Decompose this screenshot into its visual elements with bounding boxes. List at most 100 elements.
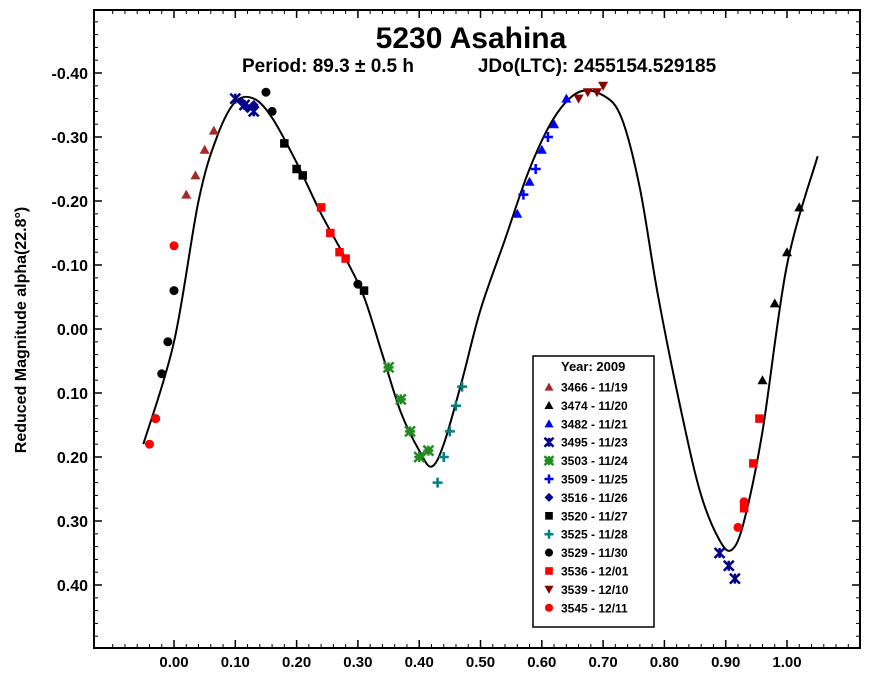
data-point <box>326 228 335 238</box>
data-point <box>341 254 350 263</box>
legend-title: Year: 2009 <box>561 359 625 374</box>
x-tick-label: 0.30 <box>343 654 372 671</box>
legend-entry-label: 3525 - 11/28 <box>561 528 628 542</box>
data-point <box>782 247 792 257</box>
data-point <box>151 414 161 424</box>
legend-marker <box>543 436 555 448</box>
data-point <box>248 100 259 110</box>
data-point <box>524 176 535 186</box>
legend-marker <box>544 474 554 484</box>
data-point <box>561 93 572 103</box>
y-tick-label: 0.20 <box>57 450 88 467</box>
data-point <box>582 88 593 98</box>
chart-epoch: JDo(LTC): 2455154.529185 <box>478 56 717 77</box>
y-tick-label: -0.10 <box>52 258 89 275</box>
y-tick-label: 0.10 <box>57 386 88 403</box>
legend-entry-label: 3536 - 12/01 <box>561 565 629 579</box>
y-tick-label: -0.40 <box>52 66 89 83</box>
legend-marker <box>544 492 554 502</box>
data-point <box>739 503 749 513</box>
legend-entry-label: 3545 - 12/11 <box>561 601 628 615</box>
data-point <box>457 381 468 392</box>
data-point <box>157 369 167 379</box>
legend-entry-label: 3509 - 11/25 <box>561 473 628 487</box>
y-tick-label: 0.00 <box>57 322 88 339</box>
legend-marker <box>544 585 554 594</box>
data-point <box>404 425 416 438</box>
y-axis-label: Reduced Magnitude alpha(22.8°) <box>13 207 30 453</box>
data-point <box>181 189 192 199</box>
y-tick-label: -0.20 <box>52 194 89 211</box>
data-point <box>512 208 523 218</box>
x-tick-label: 0.90 <box>711 654 740 671</box>
data-point <box>280 139 289 148</box>
data-point <box>536 144 547 154</box>
legend-marker <box>544 400 554 409</box>
data-point <box>353 279 363 289</box>
legend-entry-label: 3466 - 11/19 <box>561 381 628 395</box>
data-point <box>722 559 735 572</box>
data-point <box>518 189 529 200</box>
data-point <box>236 96 247 107</box>
data-point <box>444 426 455 437</box>
data-point <box>729 572 741 585</box>
plot-frame <box>93 9 861 649</box>
legend: Year: 2009 3466 - 11/19 3474 - 11/20 3482 … <box>532 355 655 628</box>
data-point <box>757 375 768 385</box>
data-point <box>335 247 344 257</box>
legend-marker <box>545 511 553 520</box>
y-tick-label: 0.30 <box>57 514 88 531</box>
legend-entry-label: 3495 - 11/23 <box>561 436 628 450</box>
data-point <box>359 286 369 295</box>
legend-box <box>532 355 655 628</box>
legend-entry-label: 3474 - 11/20 <box>561 399 628 413</box>
legend-marker <box>544 548 554 557</box>
data-point <box>394 393 407 406</box>
x-tick-label: 0.20 <box>282 654 311 671</box>
data-point <box>267 106 277 116</box>
data-point <box>542 132 553 142</box>
legend-entry-label: 3482 - 11/21 <box>561 417 628 431</box>
data-point <box>422 444 435 457</box>
data-point <box>794 202 805 212</box>
fit-curve <box>142 89 819 552</box>
x-tick-label: 0.80 <box>650 654 679 671</box>
x-tick-label: 0.70 <box>588 654 617 671</box>
data-point <box>316 203 326 212</box>
data-point <box>163 337 173 347</box>
data-point <box>598 81 609 91</box>
x-tick-label: 1.00 <box>772 654 801 671</box>
legend-marker <box>544 529 554 539</box>
data-point <box>190 170 201 180</box>
data-point <box>530 164 541 174</box>
data-point <box>432 477 443 488</box>
data-point <box>382 361 395 374</box>
data-point <box>749 459 758 468</box>
legend-entry-label: 3520 - 11/27 <box>561 509 628 523</box>
legend-marker <box>544 419 554 428</box>
data-point <box>169 286 179 296</box>
data-point <box>199 144 210 154</box>
data-point <box>144 439 154 449</box>
legend-marker <box>543 455 555 466</box>
data-point <box>755 414 764 423</box>
data-point <box>298 171 307 180</box>
data-point <box>591 88 602 98</box>
data-point <box>208 125 219 135</box>
data-point <box>261 87 271 97</box>
x-tick-label: 0.00 <box>159 654 188 671</box>
x-tick-label: 0.10 <box>221 654 250 671</box>
legend-marker <box>544 382 554 391</box>
y-tick-label: -0.30 <box>52 130 89 147</box>
legend-entry-label: 3516 - 11/26 <box>561 491 628 505</box>
legend-entry-label: 3503 - 11/24 <box>561 454 628 468</box>
data-point <box>292 164 301 174</box>
data-point <box>450 400 461 411</box>
data-point <box>573 94 584 104</box>
chart-period: Period: 89.3 ± 0.5 h <box>242 56 414 77</box>
data-point <box>413 451 426 463</box>
data-point <box>549 119 560 129</box>
legend-entry-label: 3529 - 11/30 <box>561 546 628 560</box>
data-point <box>438 452 449 462</box>
